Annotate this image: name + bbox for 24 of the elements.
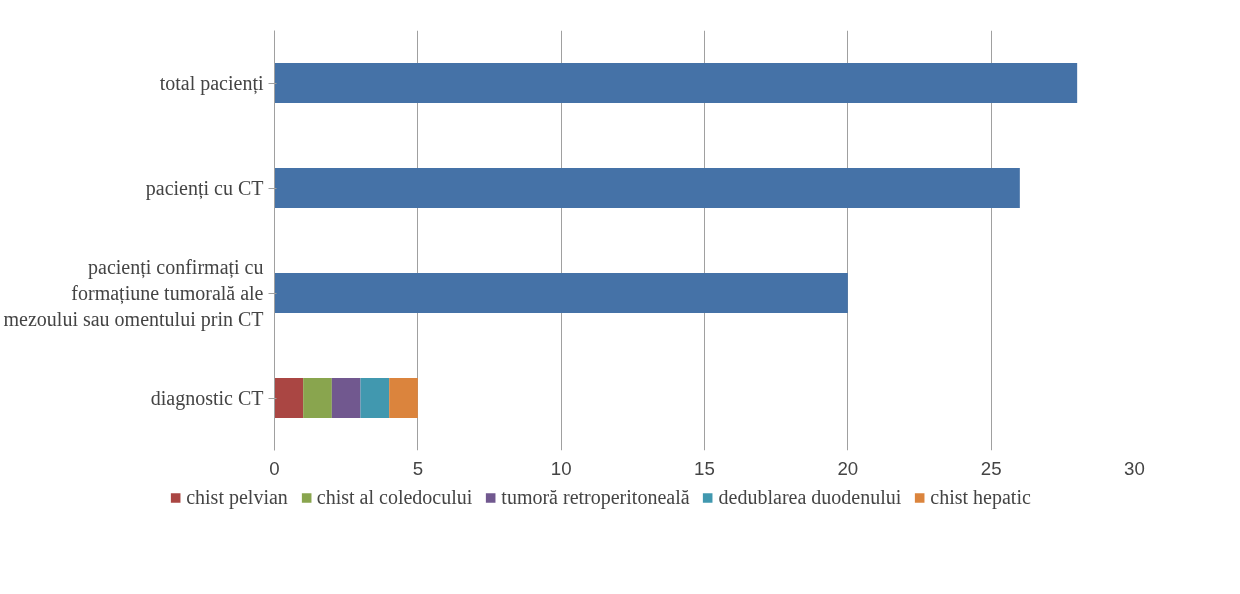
bar [303, 378, 332, 418]
bar [274, 168, 1020, 208]
legend-label: chist al coledocului [316, 485, 473, 509]
y-tick-label: pacienți confirmați cu formațiune tumorală ale mezoului sau omentului prin CT [3, 255, 264, 332]
x-tick-label: 30 [1124, 457, 1145, 479]
bar [274, 63, 1078, 103]
legend-label: dedublarea duodenului [718, 485, 902, 509]
legend-label: chist pelvian [186, 485, 288, 509]
bar [360, 378, 390, 418]
x-tick-label: 15 [694, 457, 715, 479]
y-tick-label: diagnostic CT [150, 387, 264, 410]
x-tick-label: 5 [412, 457, 424, 479]
x-tick-label: 25 [980, 457, 1002, 479]
legend-label: tumoră retroperitoneală [501, 485, 690, 509]
bar [274, 273, 848, 313]
y-tick-label: total pacienți [159, 72, 264, 95]
bar [389, 378, 418, 418]
bar [331, 378, 361, 418]
y-tick-label: pacienți cu CT [145, 177, 264, 200]
legend-label: chist hepatic [930, 485, 1031, 509]
x-tick-label: 20 [837, 457, 859, 479]
x-tick-label: 10 [550, 457, 572, 479]
x-tick-label: 0 [269, 457, 280, 479]
bar [274, 378, 304, 418]
